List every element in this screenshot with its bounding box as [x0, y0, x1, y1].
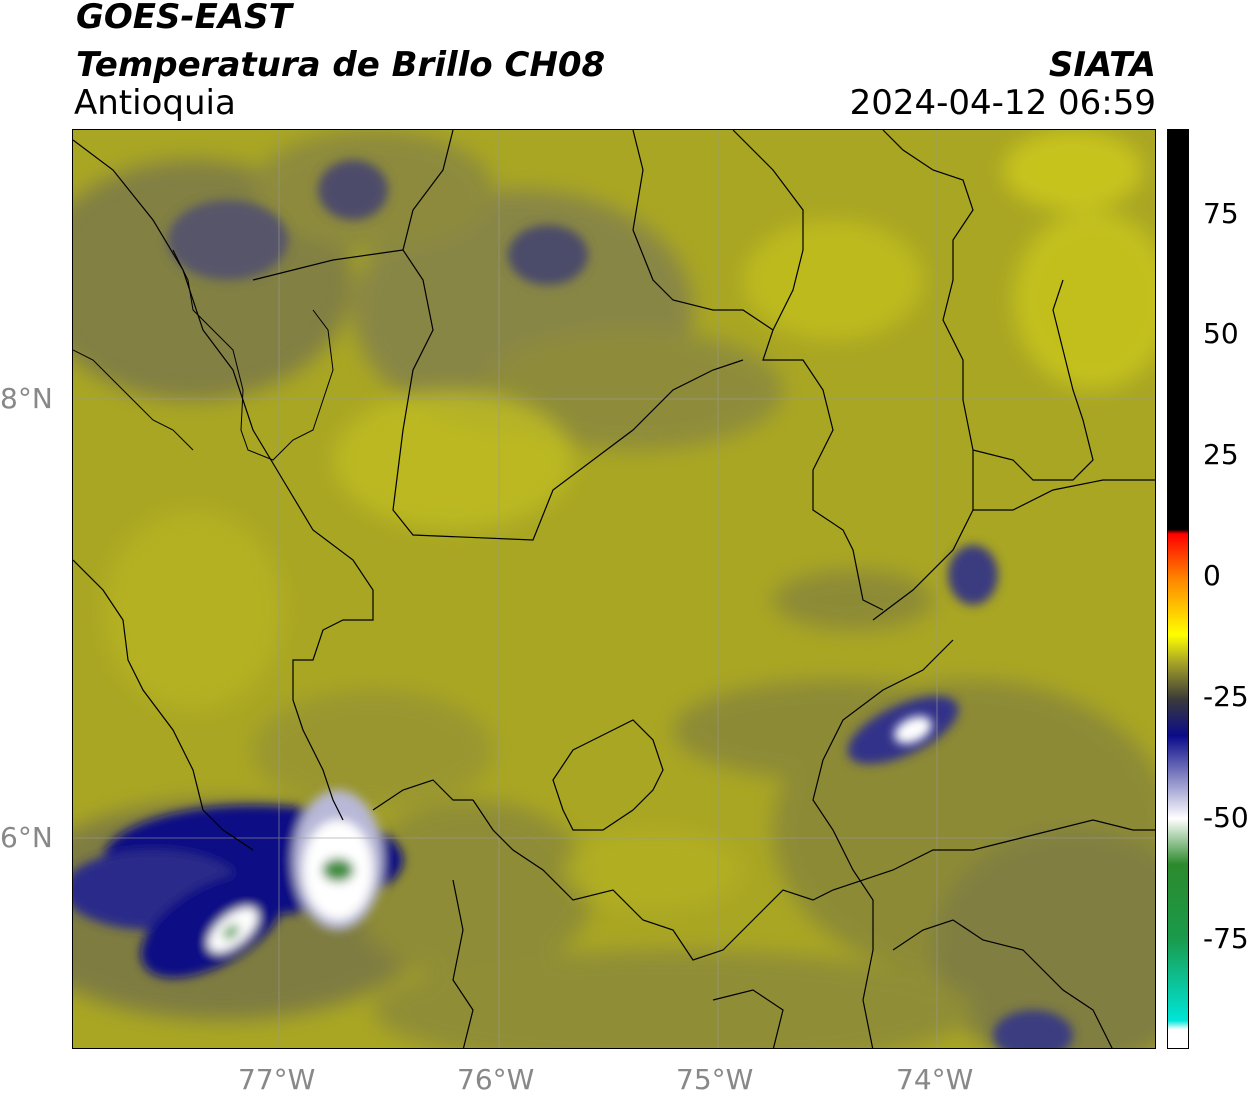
satellite-title: GOES-EAST — [76, 0, 292, 37]
lon-label: 77°W — [238, 1063, 316, 1096]
lon-label: 75°W — [676, 1063, 754, 1096]
lon-label: 74°W — [896, 1063, 974, 1096]
graticule — [73, 130, 1155, 1048]
colorbar-tick: -75 — [1203, 922, 1249, 955]
coastline — [73, 249, 334, 461]
brightness-temperature-field — [73, 130, 1155, 1048]
colorbar-tick: -50 — [1203, 801, 1249, 834]
lat-label: 6°N — [0, 821, 53, 854]
product-title: Temperatura de Brillo CH08 — [76, 45, 606, 85]
colorbar-tick: 0 — [1203, 559, 1221, 592]
colorbar-tick: 50 — [1203, 317, 1239, 350]
colorbar-tick: 75 — [1203, 197, 1239, 230]
department-boundaries — [73, 130, 1155, 1048]
region-label: Antioquia — [74, 83, 236, 123]
timestamp-label: 2024-04-12 06:59 — [849, 83, 1156, 123]
lon-label: 76°W — [457, 1063, 535, 1096]
colorbar-tick: 25 — [1203, 438, 1239, 471]
colorbar — [1167, 129, 1189, 1049]
lat-label: 8°N — [0, 382, 53, 415]
colorbar-tick: -25 — [1203, 680, 1249, 713]
map-panel — [72, 129, 1156, 1049]
brand-label: SIATA — [1048, 45, 1156, 85]
